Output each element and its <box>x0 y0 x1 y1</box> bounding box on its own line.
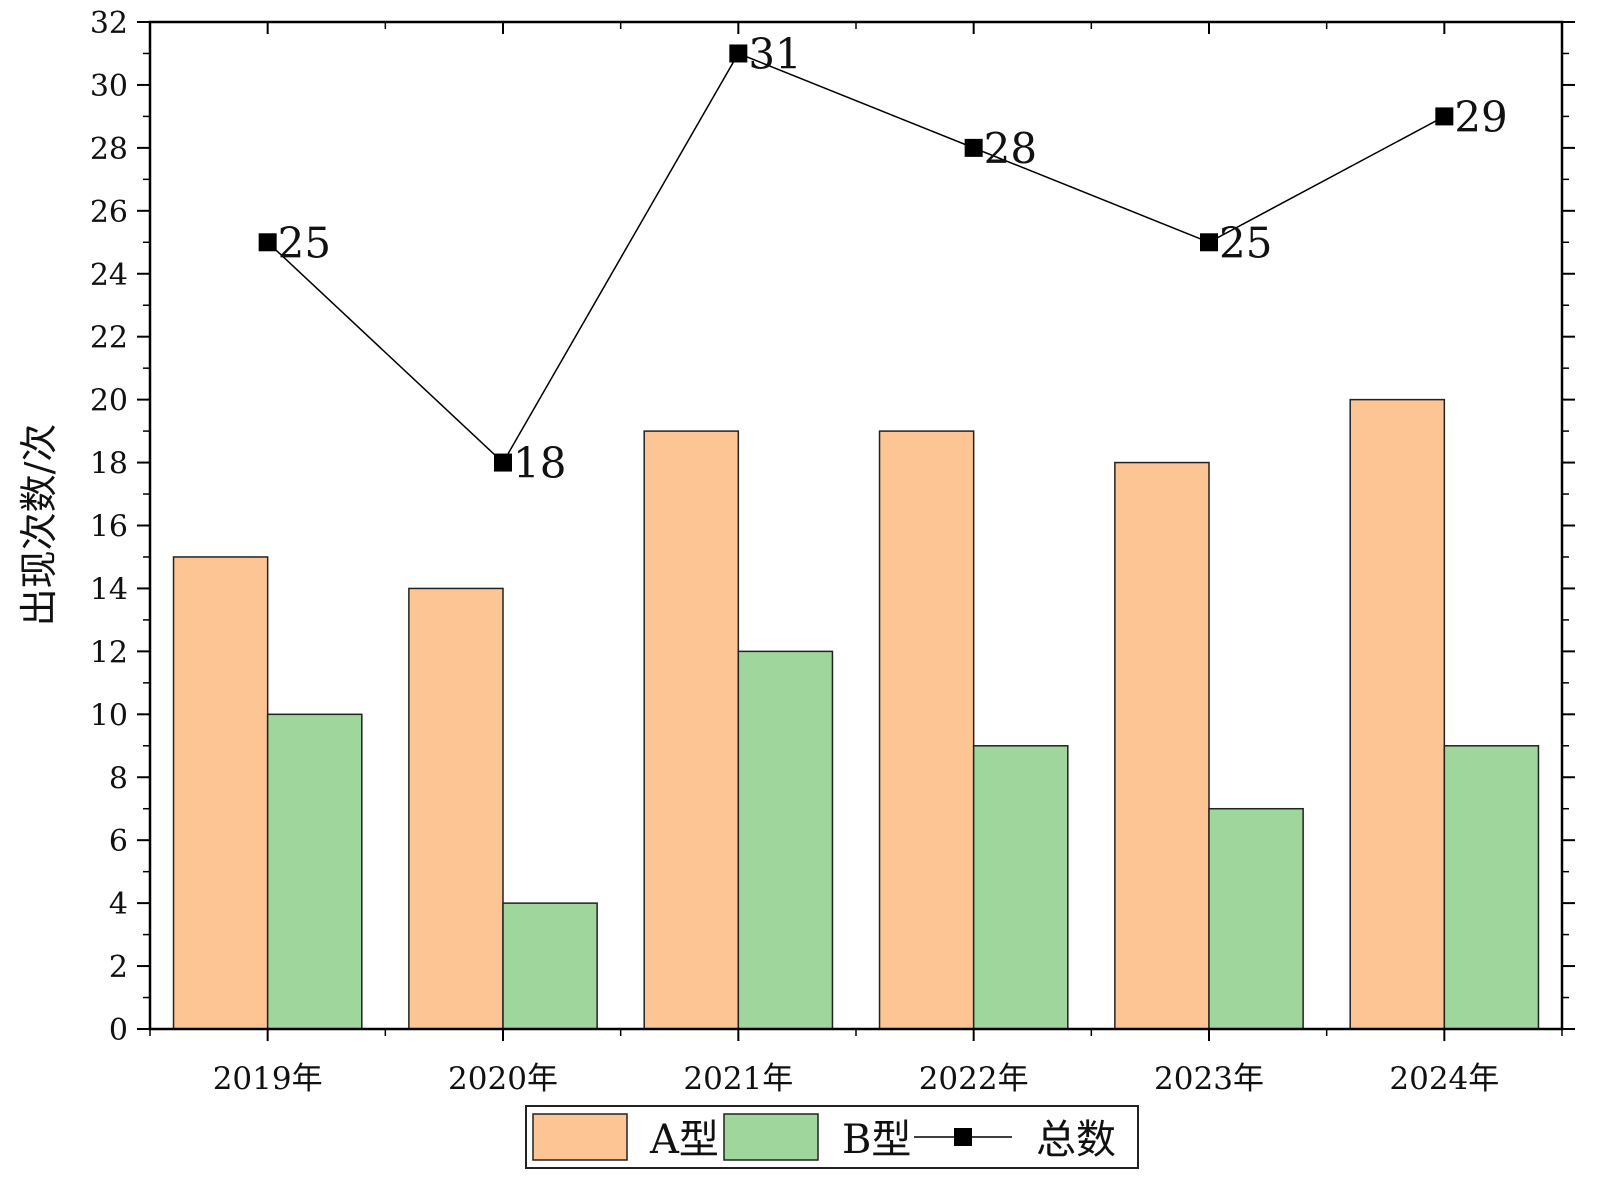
y-tick-label: 6 <box>109 824 128 859</box>
total-point-2019年 <box>258 233 277 252</box>
bar-b-2024年 <box>1443 745 1540 1030</box>
y-tick-label: 10 <box>90 698 128 733</box>
y-tick-label: 12 <box>90 635 128 670</box>
total-data-label: 28 <box>984 124 1037 173</box>
total-point-2024年 <box>1435 107 1454 126</box>
legend-marker-total <box>954 1128 972 1146</box>
total-data-label: 29 <box>1454 92 1507 141</box>
total-data-label: 18 <box>513 439 566 488</box>
legend-label-b: B型 <box>842 1117 911 1163</box>
x-tick-label: 2022年 <box>919 1061 1029 1097</box>
bar-b-2023年 <box>1208 807 1304 1030</box>
bar-b-2019年 <box>266 713 363 1030</box>
y-tick-label: 20 <box>90 384 128 419</box>
legend-swatch-a <box>532 1113 628 1161</box>
total-point-2022年 <box>964 138 983 157</box>
bar-b-2021年 <box>737 650 834 1030</box>
y-tick-label: 22 <box>90 321 128 356</box>
legend-box <box>525 1105 1139 1169</box>
y-tick-label: 30 <box>90 69 128 104</box>
total-point-2021年 <box>729 44 748 63</box>
bar-a-2024年 <box>1349 398 1446 1030</box>
bar-b-2020年 <box>502 902 598 1030</box>
y-tick-label: 4 <box>109 887 128 922</box>
bar-a-2023年 <box>1114 461 1210 1030</box>
legend-label-a: A型 <box>649 1117 719 1163</box>
x-tick-label: 2020年 <box>448 1061 558 1097</box>
total-data-label: 25 <box>1219 218 1272 267</box>
legend-label-total: 总数 <box>1036 1117 1116 1163</box>
x-tick-label: 2019年 <box>213 1061 323 1097</box>
total-point-2020年 <box>494 453 512 472</box>
total-data-label: 31 <box>748 29 801 78</box>
total-line <box>267 52 1445 464</box>
y-tick-label: 14 <box>90 572 128 607</box>
y-axis-label: 出现次数/次 <box>17 424 61 627</box>
y-tick-label: 0 <box>109 1013 128 1048</box>
x-tick-label: 2024年 <box>1389 1061 1499 1097</box>
bar-a-2019年 <box>172 556 269 1030</box>
y-tick-label: 26 <box>90 195 128 230</box>
bars-layer <box>172 398 1540 1030</box>
bar-a-2021年 <box>643 430 740 1030</box>
line-layer: 25 18 31 28 25 29 <box>258 29 1508 488</box>
bar-a-2020年 <box>408 587 504 1030</box>
y-tick-label: 8 <box>109 761 128 796</box>
y-tick-label: 16 <box>90 510 128 545</box>
y-tick-label: 18 <box>90 447 128 482</box>
legend-swatch-b <box>723 1113 819 1161</box>
total-data-label: 25 <box>278 218 331 267</box>
y-tick-label: 2 <box>109 950 128 985</box>
total-point-2023年 <box>1200 233 1218 252</box>
y-tick-label: 28 <box>90 132 128 167</box>
y-tick-label: 32 <box>90 6 128 41</box>
y-tick-label: 24 <box>90 258 128 293</box>
bar-b-2022年 <box>972 745 1069 1030</box>
x-tick-label: 2021年 <box>683 1061 793 1097</box>
legend: A型 B型 总数 <box>525 1105 1139 1169</box>
x-tick-label: 2023年 <box>1154 1061 1264 1097</box>
bar-a-2022年 <box>878 430 975 1030</box>
